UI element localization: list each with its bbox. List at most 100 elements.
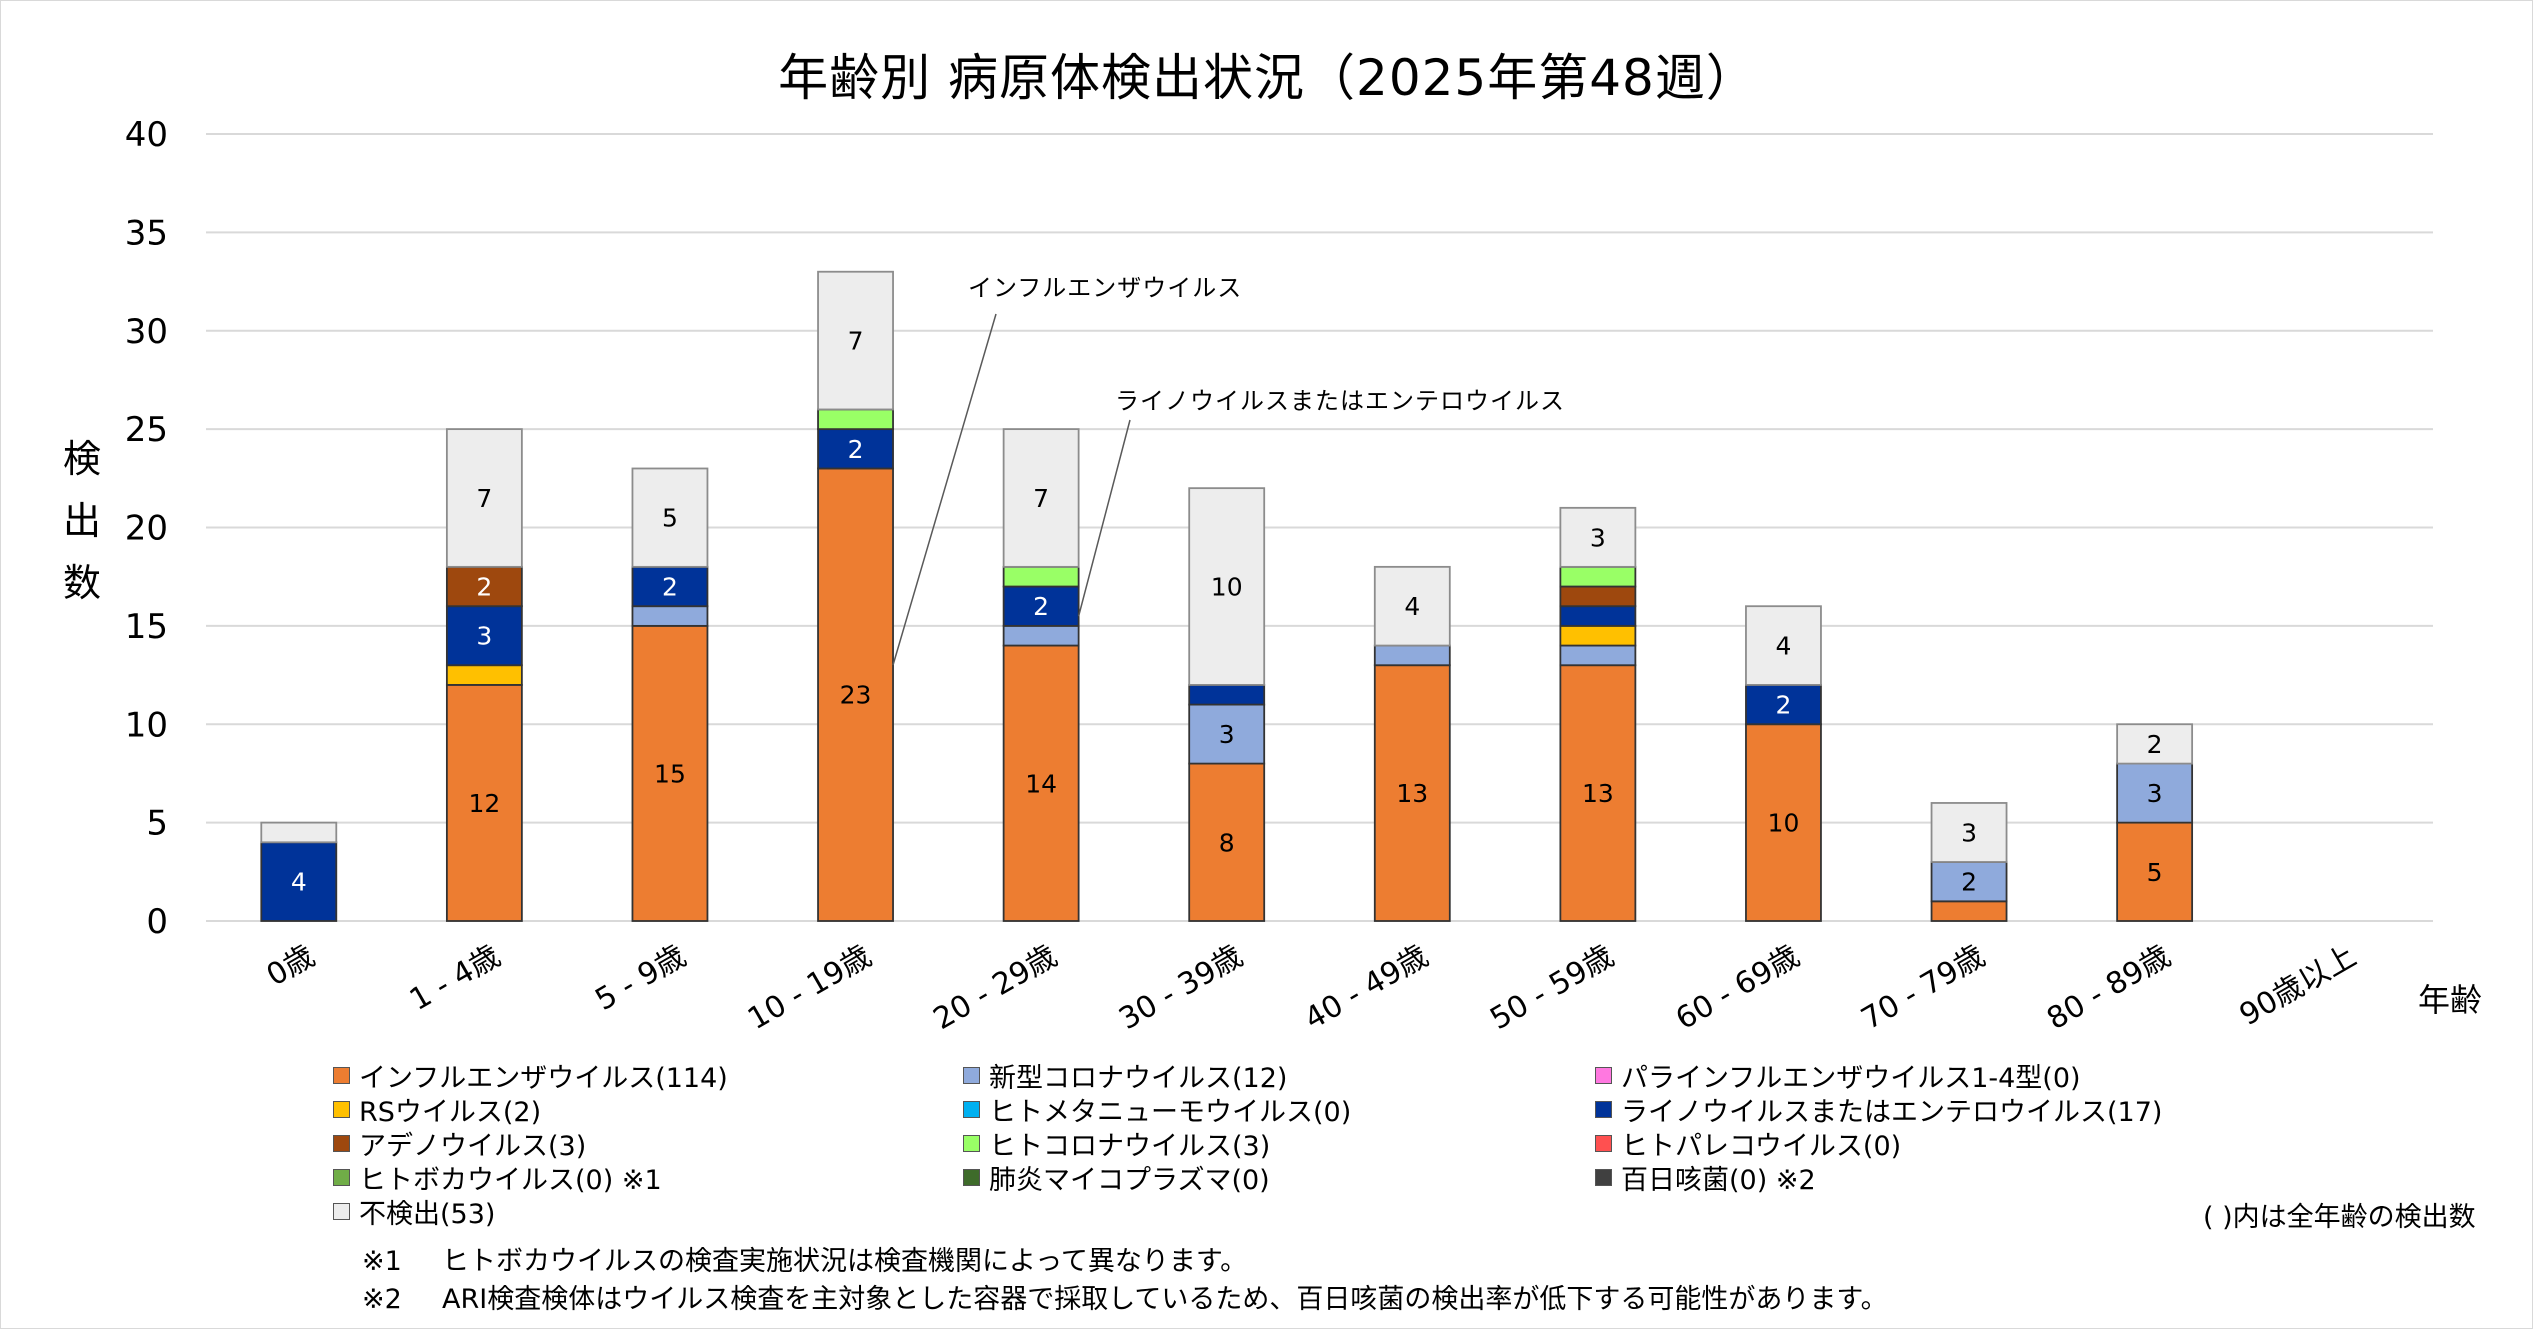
x-tick-label: 40 - 49歳 <box>1299 939 1434 1037</box>
bar-segment <box>1559 624 1637 647</box>
y-tick-label: 0 <box>146 902 168 942</box>
bar-segment <box>1559 585 1637 608</box>
bar-segment <box>1002 428 1080 568</box>
legend-label: アデノウイルス(3) <box>359 1130 587 1162</box>
data-label: 13 <box>1582 779 1614 808</box>
callout-lines <box>892 313 1131 666</box>
legend-label: パラインフルエンザウイルス1-4型(0) <box>1621 1062 2081 1094</box>
x-tick-label: 0歳 <box>261 939 321 994</box>
bar-segment <box>631 565 709 608</box>
y-tick-labels: 0 5 10 15 20 25 30 35 40 <box>125 115 168 942</box>
legend-label: ヒトパレコウイルス(0) <box>1621 1130 1902 1162</box>
legend-item: アデノウイルス(3) <box>333 1126 587 1162</box>
bar-segment <box>1373 565 1451 647</box>
data-label: 7 <box>476 484 492 513</box>
bar-segment <box>1559 605 1637 627</box>
y-tick-label: 40 <box>125 115 168 155</box>
data-label: 2 <box>1033 592 1049 621</box>
bar-segment <box>445 664 523 686</box>
legend-swatch <box>963 1066 980 1084</box>
bar-segment <box>2116 821 2194 922</box>
y-tick-label: 5 <box>146 804 168 844</box>
data-label: 2 <box>1961 868 1977 897</box>
legend-item: 不検出(53) <box>333 1194 496 1230</box>
legend-swatch <box>333 1168 350 1186</box>
legend-item: ヒトボカウイルス(0) ※1 <box>333 1160 662 1196</box>
data-label: 7 <box>848 327 864 356</box>
bar-segment <box>631 605 709 627</box>
y-tick-label: 20 <box>125 509 168 549</box>
legend-swatch <box>963 1168 980 1186</box>
bar-segment <box>260 821 338 844</box>
x-tick-label: 50 - 59歳 <box>1484 939 1619 1037</box>
x-tick-label: 90歳以上 <box>2234 939 2363 1033</box>
bar-segment <box>1002 644 1080 922</box>
x-tick-label: 30 - 39歳 <box>1113 939 1248 1037</box>
bar-segment <box>1188 487 1266 686</box>
legend-item: インフルエンザウイルス(114) <box>333 1058 728 1094</box>
bar-segment <box>1002 565 1080 588</box>
bar-segment <box>1559 506 1637 568</box>
legend-item: 百日咳菌(0) ※2 <box>1595 1160 1816 1196</box>
legend-swatch <box>333 1202 350 1220</box>
x-tick-label: 10 - 19歳 <box>742 939 877 1037</box>
data-label: 15 <box>654 759 686 788</box>
y-tick-label: 35 <box>125 213 168 253</box>
gridlines <box>206 133 2433 922</box>
legend-label: インフルエンザウイルス(114) <box>359 1062 728 1094</box>
legend-swatch <box>1595 1168 1612 1186</box>
bar-segment <box>1188 703 1266 765</box>
data-label: 3 <box>1219 720 1235 749</box>
legend-swatch <box>963 1134 980 1152</box>
y-tick-label: 10 <box>125 705 168 745</box>
bar-segment <box>445 565 523 608</box>
footnotes: ※1 ヒトボカウイルスの検査実施状況は検査機関によって異なります。 ※2 ARI検査… <box>362 1243 1888 1319</box>
data-label: 4 <box>1404 592 1420 621</box>
legend-item: 肺炎マイコプラズマ(0) <box>963 1160 1270 1196</box>
y-tick-label: 30 <box>125 312 168 352</box>
legend-item: パラインフルエンザウイルス1-4型(0) <box>1595 1058 2081 1094</box>
y-axis-label-char: 検 <box>62 437 101 481</box>
legend-label: ヒトボカウイルス(0) ※1 <box>359 1164 662 1196</box>
y-axis-label-char: 数 <box>62 561 101 605</box>
footnote-2: ※2 ARI検査検体はウイルス検査を主対象とした容器で採取しているため、百日咳菌の… <box>362 1284 1888 1315</box>
legend-swatch <box>1595 1100 1612 1118</box>
legend-label: ライノウイルスまたはエンテロウイルス(17) <box>1621 1096 2163 1128</box>
bar-segment <box>1373 664 1451 922</box>
data-label: 10 <box>1768 809 1800 838</box>
bar-segment <box>1559 565 1637 588</box>
legend-item: ヒトコロナウイルス(3) <box>963 1126 1270 1162</box>
bar-segment <box>445 684 523 922</box>
x-axis-label: 年齢 <box>2418 981 2483 1019</box>
y-tick-label: 15 <box>125 607 168 647</box>
bar-segment <box>1745 605 1822 686</box>
data-label: 4 <box>291 868 307 897</box>
bar-segment <box>1373 644 1451 667</box>
legend-label: 不検出(53) <box>359 1198 496 1230</box>
bar-segment <box>631 467 709 568</box>
bar-segment <box>817 467 894 922</box>
callout-line-rhino <box>1077 419 1131 617</box>
x-tick-label: 5 - 9歳 <box>590 939 692 1018</box>
legend-note: ( )内は全年齢の検出数 <box>2203 1202 2476 1233</box>
annotation-influenza: インフルエンザウイルス <box>968 274 1243 302</box>
x-tick-labels: 0歳 1 - 4歳 5 - 9歳 10 - 19歳 20 - 29歳 30 - 39歳 40… <box>261 939 2362 1037</box>
data-label: 13 <box>1396 779 1428 808</box>
legend-swatch <box>333 1134 350 1152</box>
footnote-1: ※1 ヒトボカウイルスの検査実施状況は検査機関によって異なります。 <box>362 1246 1248 1277</box>
data-label: 2 <box>1776 691 1792 720</box>
bar-segment <box>445 605 523 667</box>
bar-segment <box>817 270 894 411</box>
legend-label: ヒトメタニューモウイルス(0) <box>989 1096 1352 1128</box>
legend-item: 新型コロナウイルス(12) <box>963 1058 1288 1094</box>
y-axis-label: 検出数 <box>52 428 112 614</box>
annotation-rhino-entero: ライノウイルスまたはエンテロウイルス <box>1115 387 1565 415</box>
data-label: 8 <box>1219 828 1235 857</box>
legend-label: 新型コロナウイルス(12) <box>989 1062 1288 1094</box>
bar-segment <box>2116 723 2194 765</box>
x-tick-label: 60 - 69歳 <box>1670 939 1805 1037</box>
data-label: 2 <box>476 573 492 602</box>
y-axis-label-char: 出 <box>62 499 101 543</box>
